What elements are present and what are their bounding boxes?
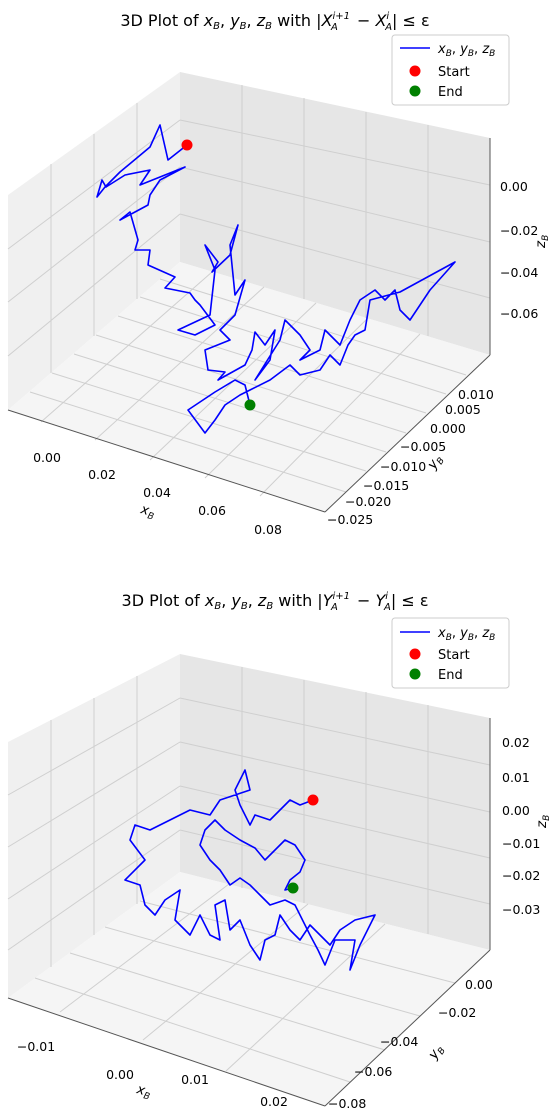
z-axis-label: zB — [534, 815, 550, 829]
legend-start-swatch — [409, 65, 421, 77]
y-tick-label: −0.04 — [380, 1034, 418, 1049]
legend-start-label: Start — [438, 65, 470, 80]
x-tick-label: 0.02 — [88, 467, 116, 482]
end-marker — [244, 399, 256, 411]
z-tick-labels: 0.02 0.01 0.00 −0.01 −0.02 −0.03 — [502, 735, 540, 917]
start-marker — [307, 794, 319, 806]
x-tick-label: 0.00 — [33, 450, 61, 465]
legend-start-label: Start — [438, 648, 470, 663]
x-tick-label: 0.02 — [260, 1094, 288, 1109]
legend-end-swatch — [409, 668, 421, 680]
x-axis-label: xB — [133, 1081, 152, 1102]
legend-start-swatch — [409, 648, 421, 660]
z-tick-label: −0.04 — [500, 265, 538, 280]
x-tick-label: 0.01 — [181, 1072, 209, 1087]
y-tick-label: −0.06 — [354, 1064, 392, 1079]
x-tick-label: 0.06 — [198, 503, 226, 518]
legend-series-label: xB, yB, zB — [437, 626, 495, 643]
y-tick-label: 0.00 — [465, 977, 493, 992]
z-tick-label: −0.03 — [502, 902, 540, 917]
y-tick-label: −0.02 — [438, 1005, 476, 1020]
y-tick-label: 0.010 — [458, 387, 494, 402]
x-tick-labels: −0.01 0.00 0.01 0.02 — [17, 1039, 288, 1109]
z-tick-label: 0.00 — [502, 803, 530, 818]
y-tick-label: −0.025 — [327, 512, 373, 527]
x-tick-label: 0.00 — [106, 1067, 134, 1082]
back-pane — [180, 72, 490, 355]
legend-end-label: End — [438, 668, 463, 683]
chart-y-convergence: 3D Plot of xB, yB, zB with |Yi+1 A − Yi A|… — [7, 591, 550, 1111]
z-tick-label: −0.02 — [500, 223, 538, 238]
y-tick-label: 0.005 — [445, 402, 481, 417]
legend-box — [391, 617, 510, 689]
floor-pane — [8, 262, 490, 512]
z-tick-labels: 0.00 −0.02 −0.04 −0.06 — [500, 179, 538, 321]
z-tick-label: 0.02 — [502, 735, 530, 750]
y-tick-label: −0.010 — [380, 459, 426, 474]
chart-title: 3D Plot of xB, yB, zB with |Xi+1 A − Xi A|… — [120, 11, 429, 33]
end-marker — [287, 882, 299, 894]
z-tick-label: −0.01 — [502, 836, 540, 851]
floor-pane — [8, 872, 490, 1106]
z-tick-label: 0.00 — [500, 179, 528, 194]
y-tick-label: −0.005 — [400, 439, 446, 454]
plot-area — [96, 124, 456, 434]
y-axis-label: yB — [424, 451, 447, 474]
y-tick-label: −0.08 — [328, 1096, 366, 1111]
legend: xB, yB, zB Start End — [391, 617, 510, 689]
y-tick-labels: 0.00 −0.02 −0.04 −0.06 −0.08 — [328, 977, 493, 1111]
chart-x-convergence: 3D Plot of xB, yB, zB with |Xi+1 A − Xi A|… — [7, 11, 550, 537]
legend-series-label: xB, yB, zB — [437, 42, 495, 59]
trajectory-line — [124, 769, 376, 971]
z-tick-label: −0.06 — [500, 306, 538, 321]
chart-title: 3D Plot of xB, yB, zB with |Yi+1 A − Yi A|… — [122, 591, 429, 613]
plot-area — [124, 769, 376, 971]
legend-end-swatch — [409, 85, 421, 97]
y-tick-label: −0.020 — [345, 494, 391, 509]
trajectory-line — [96, 124, 456, 434]
legend-box — [391, 34, 510, 106]
back-pane — [180, 654, 490, 950]
z-tick-label: −0.02 — [502, 868, 540, 883]
start-marker — [181, 139, 193, 151]
y-tick-label: −0.015 — [363, 478, 409, 493]
grid — [7, 85, 491, 497]
y-tick-label: 0.000 — [430, 421, 466, 436]
x-tick-label: 0.04 — [143, 485, 171, 500]
z-tick-label: 0.01 — [502, 770, 530, 785]
x-axis-label: xB — [137, 501, 156, 522]
y-axis-label: yB — [425, 1041, 448, 1064]
legend: xB, yB, zB Start End — [391, 34, 510, 106]
x-tick-label: −0.01 — [17, 1039, 55, 1054]
legend-end-label: End — [438, 85, 463, 100]
x-tick-label: 0.08 — [254, 522, 282, 537]
y-tick-labels: 0.010 0.005 0.000 −0.005 −0.010 −0.015 −… — [327, 387, 494, 527]
x-tick-labels: 0.00 0.02 0.04 0.06 0.08 — [33, 450, 282, 537]
